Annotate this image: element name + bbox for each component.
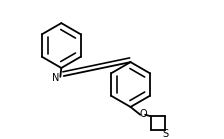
Text: S: S xyxy=(163,129,169,139)
Text: N: N xyxy=(52,73,60,83)
Text: O: O xyxy=(140,109,148,119)
